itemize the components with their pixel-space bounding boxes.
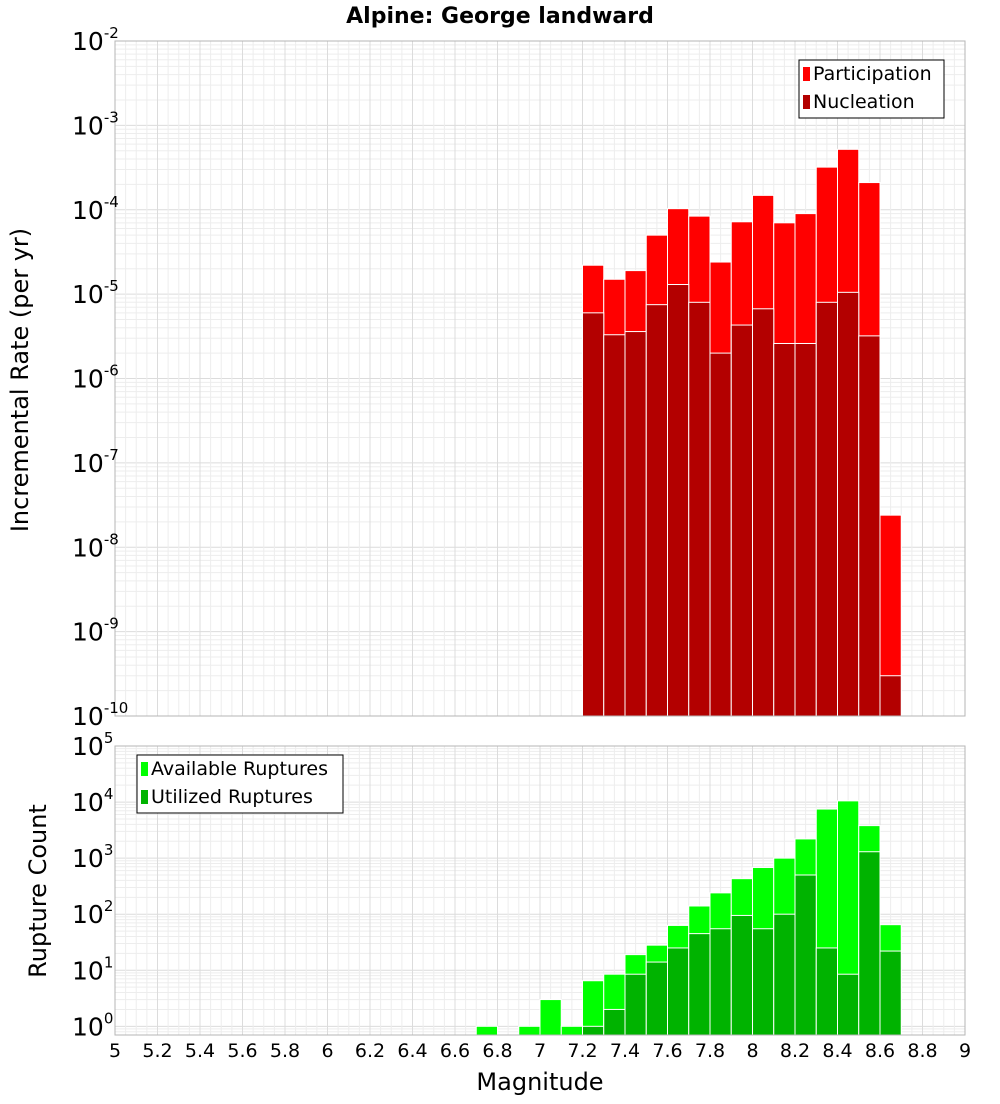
x-tick-label: 8 — [746, 1040, 758, 1062]
x-tick-label: 7.2 — [567, 1040, 597, 1062]
x-tick-label: 7.8 — [695, 1040, 725, 1062]
bottom-bar-available-ruptures — [560, 1025, 583, 1036]
top-bar-nucleation — [582, 312, 605, 717]
bottom-bar-utilized-ruptures — [709, 928, 732, 1036]
top-y-tick-label: 10-9 — [72, 615, 119, 647]
bottom-bar-utilized-ruptures — [645, 961, 668, 1036]
bottom-y-tick-label: 104 — [72, 785, 113, 817]
bottom-bar-utilized-ruptures — [858, 851, 881, 1036]
x-tick-label: 7 — [534, 1040, 546, 1062]
top-bar-nucleation — [667, 284, 690, 717]
top-y-tick-label: 10-3 — [72, 108, 119, 140]
x-tick-label: 9 — [959, 1040, 971, 1062]
top-bar-nucleation — [879, 675, 902, 717]
top-panel: 10-10 10-9 10-8 10-7 10-6 10-5 10-4 10-3 10-2 Par… — [72, 24, 966, 731]
top-y-tick-label: 10-5 — [72, 277, 119, 309]
top-y-axis-label: Incremental Rate (per yr) — [6, 228, 34, 532]
bottom-series-1 — [582, 851, 902, 1036]
x-tick-label: 8.4 — [822, 1040, 852, 1062]
top-bar-nucleation — [837, 291, 860, 717]
top-series-1 — [582, 284, 902, 717]
x-tick-label: 7.6 — [652, 1040, 682, 1062]
top-bar-nucleation — [603, 334, 626, 717]
top-bar-nucleation — [794, 342, 817, 717]
top-y-tick-label: 10-8 — [72, 530, 119, 562]
bottom-bar-utilized-ruptures — [667, 947, 690, 1036]
bottom-bar-utilized-ruptures — [815, 947, 838, 1036]
bottom-y-tick-label: 103 — [72, 841, 113, 873]
x-tick-label: 6.6 — [440, 1040, 470, 1062]
top-bar-nucleation — [815, 301, 838, 717]
top-legend-swatch — [803, 95, 810, 109]
top-bar-nucleation — [688, 301, 711, 717]
bottom-legend-swatch — [141, 762, 148, 776]
top-y-tick-label: 10-6 — [72, 362, 119, 394]
x-tick-label: 8.2 — [780, 1040, 810, 1062]
x-tick-label: 6 — [321, 1040, 333, 1062]
x-tick-label: 5 — [109, 1040, 121, 1062]
bottom-bar-available-ruptures — [539, 999, 562, 1036]
top-y-tick-label: 10-7 — [72, 446, 119, 478]
bottom-bar-available-ruptures — [518, 1025, 541, 1036]
bottom-y-tick-label: 100 — [72, 1009, 113, 1041]
bottom-legend-swatch — [141, 790, 148, 804]
top-y-tick-label: 10-4 — [72, 193, 119, 225]
top-legend: Participation Nucleation — [798, 59, 945, 119]
top-bar-nucleation — [709, 352, 732, 717]
x-tick-label: 6.8 — [482, 1040, 512, 1062]
x-axis-label: Magnitude — [476, 1068, 603, 1096]
bottom-y-tick-label: 101 — [72, 953, 113, 985]
bottom-bar-utilized-ruptures — [603, 1008, 626, 1036]
bottom-bar-utilized-ruptures — [688, 933, 711, 1036]
bottom-bar-utilized-ruptures — [582, 1025, 605, 1036]
bottom-y-tick-label: 105 — [72, 729, 113, 761]
bottom-legend-label: Available Ruptures — [151, 758, 328, 780]
bottom-bar-utilized-ruptures — [837, 973, 860, 1036]
bottom-bar-utilized-ruptures — [773, 913, 796, 1036]
top-plot-frame — [114, 40, 966, 717]
bottom-panel: 100 101 102 103 104 105 Available Ruptures Util… — [72, 729, 966, 1041]
x-tick-label: 8.6 — [865, 1040, 895, 1062]
bottom-bar-utilized-ruptures — [624, 973, 647, 1036]
x-tick-labels: 5 5.2 5.4 5.6 5.8 6 6.2 6.4 6.6 6.8 7 7.2 7.4 7.6 7.8 8… — [109, 1040, 971, 1062]
top-legend-label: Nucleation — [813, 91, 915, 113]
top-bar-nucleation — [858, 335, 881, 717]
top-y-tick-label: 10-2 — [72, 24, 119, 56]
x-tick-label: 7.4 — [610, 1040, 640, 1062]
top-bar-nucleation — [624, 331, 647, 717]
bottom-bar-utilized-ruptures — [879, 950, 902, 1036]
bottom-bar-available-ruptures — [475, 1025, 498, 1036]
bottom-legend-label: Utilized Ruptures — [151, 786, 313, 808]
x-tick-label: 5.8 — [270, 1040, 300, 1062]
x-tick-label: 5.4 — [185, 1040, 215, 1062]
bottom-legend-box — [136, 754, 344, 814]
x-tick-label: 5.2 — [142, 1040, 172, 1062]
x-tick-label: 6.4 — [397, 1040, 427, 1062]
top-bar-nucleation — [730, 324, 753, 717]
bottom-bar-utilized-ruptures — [794, 874, 817, 1036]
top-legend-box — [798, 59, 945, 119]
top-bar-nucleation — [752, 308, 775, 717]
top-bar-nucleation — [773, 342, 796, 717]
x-tick-label: 6.2 — [355, 1040, 385, 1062]
top-y-tick-label: 10-10 — [72, 699, 128, 731]
top-legend-swatch — [803, 67, 810, 81]
bottom-y-axis-label: Rupture Count — [24, 804, 52, 978]
top-legend-label: Participation — [813, 63, 932, 85]
bottom-plot-frame — [114, 745, 966, 1036]
bottom-y-tick-label: 102 — [72, 897, 113, 929]
bottom-legend: Available Ruptures Utilized Ruptures — [136, 754, 344, 814]
bottom-bar-utilized-ruptures — [752, 928, 775, 1036]
chart-title: Alpine: George landward — [346, 4, 654, 29]
top-bar-nucleation — [645, 304, 668, 717]
bottom-bar-utilized-ruptures — [730, 914, 753, 1036]
x-tick-label: 8.8 — [907, 1040, 937, 1062]
x-tick-label: 5.6 — [227, 1040, 257, 1062]
